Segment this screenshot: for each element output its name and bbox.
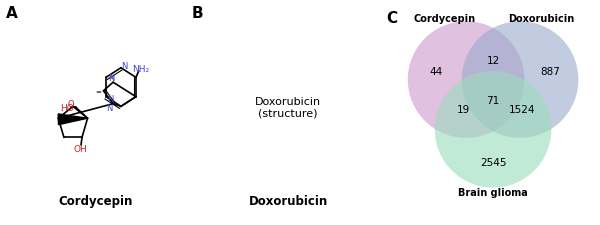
Text: 1524: 1524 <box>509 104 535 114</box>
Text: OH: OH <box>73 144 87 153</box>
Text: 2545: 2545 <box>480 157 506 167</box>
Text: NH₂: NH₂ <box>132 65 149 74</box>
Text: N: N <box>107 95 113 104</box>
Text: 887: 887 <box>541 67 560 77</box>
Text: N: N <box>106 104 112 113</box>
Text: 19: 19 <box>457 104 470 114</box>
Text: B: B <box>192 6 204 21</box>
Text: 44: 44 <box>429 67 442 77</box>
Circle shape <box>435 72 551 188</box>
Text: Brain glioma: Brain glioma <box>458 187 528 197</box>
Text: A: A <box>6 6 17 21</box>
Text: Cordycepin: Cordycepin <box>59 194 133 207</box>
Text: Doxorubicin: Doxorubicin <box>248 194 328 207</box>
Text: =: = <box>108 75 114 81</box>
Circle shape <box>408 22 524 138</box>
Text: N: N <box>122 62 128 71</box>
Circle shape <box>462 22 578 138</box>
Text: HO: HO <box>61 104 74 112</box>
Text: C: C <box>386 11 397 26</box>
Text: 71: 71 <box>487 96 500 106</box>
Text: =: = <box>96 88 101 94</box>
Text: N: N <box>108 74 115 83</box>
Text: Cordycepin: Cordycepin <box>413 14 476 24</box>
Text: 12: 12 <box>487 56 500 66</box>
Text: Doxorubicin
(structure): Doxorubicin (structure) <box>255 96 321 118</box>
Text: O: O <box>68 99 74 108</box>
Polygon shape <box>58 115 88 125</box>
Text: Doxorubicin: Doxorubicin <box>509 14 575 24</box>
